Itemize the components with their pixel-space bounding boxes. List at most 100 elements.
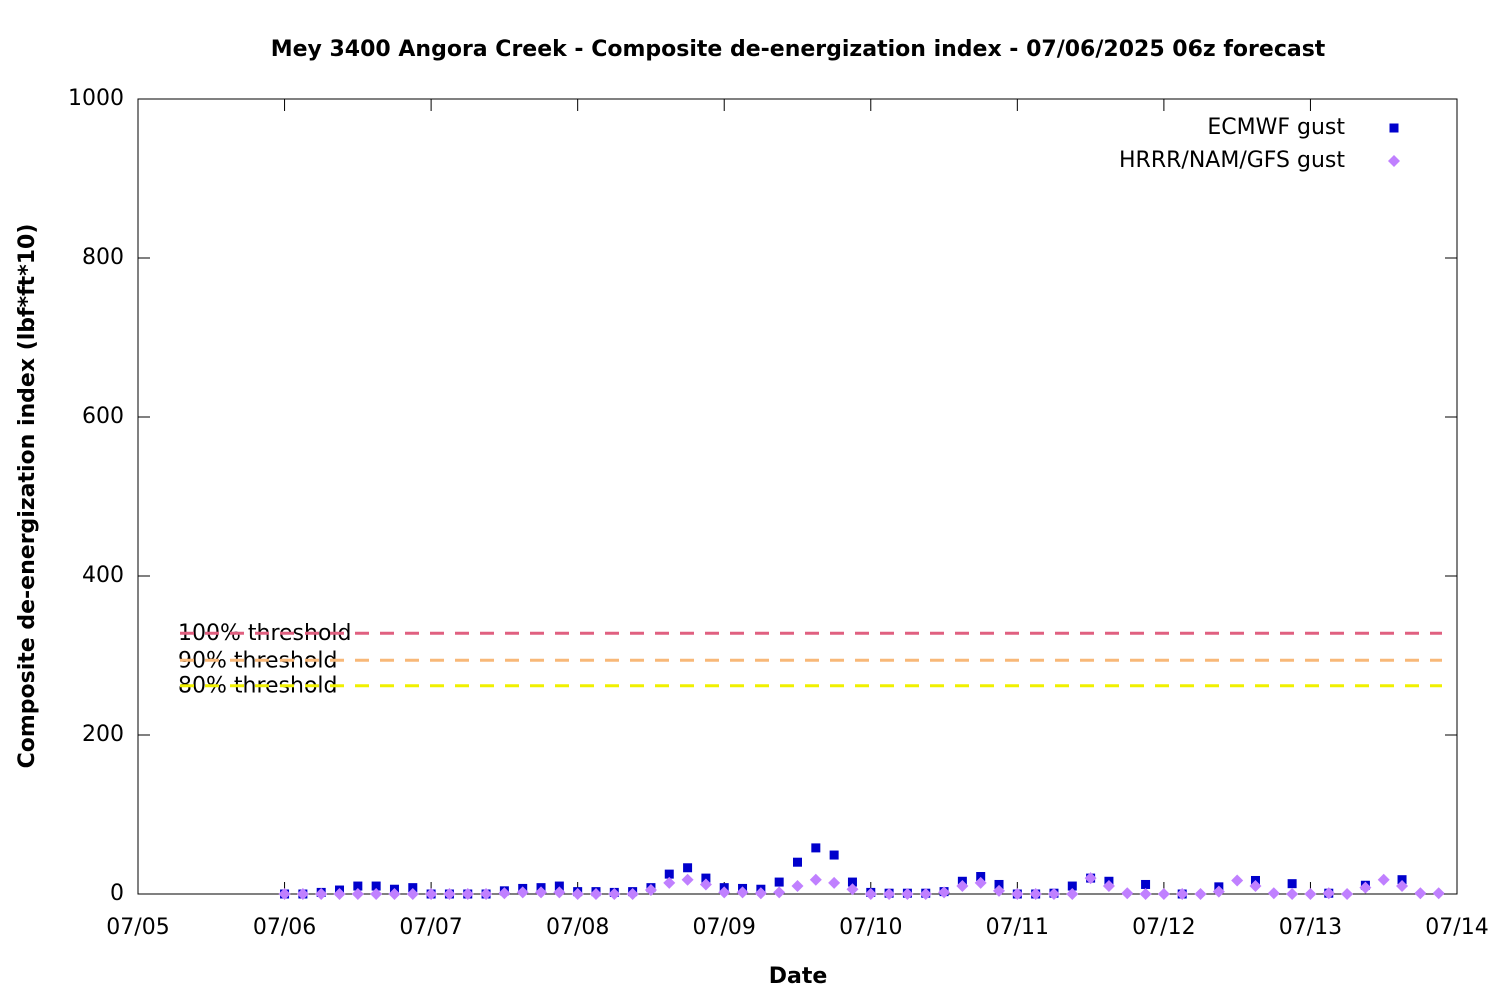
point	[701, 873, 711, 883]
legend-label: HRRR/NAM/GFS gust	[1119, 148, 1345, 173]
x-tick-label: 07/05	[106, 915, 169, 940]
point	[554, 881, 564, 891]
point	[388, 888, 401, 900]
point	[516, 886, 529, 899]
point	[1286, 888, 1299, 900]
point	[774, 877, 784, 887]
y-tick-label: 800	[82, 245, 124, 270]
point	[828, 876, 841, 889]
legend-marker	[1389, 123, 1399, 133]
point	[993, 884, 1006, 897]
point	[1139, 888, 1152, 900]
point	[498, 887, 511, 900]
point	[664, 869, 674, 879]
point	[370, 888, 383, 900]
point	[296, 888, 309, 900]
point	[976, 872, 986, 882]
point	[864, 888, 877, 900]
point	[1011, 888, 1024, 900]
chart-title: Mey 3400 Angora Creek - Composite de-ene…	[271, 37, 1326, 62]
point	[1194, 888, 1207, 900]
y-axis-title: Composite de-energization index (lbf*ft*…	[15, 224, 40, 769]
point	[1067, 881, 1077, 891]
point	[425, 888, 438, 900]
point	[571, 888, 584, 900]
y-tick-label: 600	[82, 404, 124, 429]
point	[1322, 887, 1335, 900]
point	[1157, 888, 1170, 900]
point	[683, 863, 693, 873]
point	[1397, 875, 1407, 885]
point	[1141, 879, 1151, 889]
point	[847, 877, 857, 887]
point	[443, 888, 456, 900]
point	[829, 850, 839, 860]
point	[1102, 880, 1115, 893]
point	[644, 884, 657, 897]
point	[1249, 880, 1262, 893]
point	[589, 888, 602, 900]
point	[1212, 885, 1225, 898]
point	[480, 888, 493, 900]
point	[994, 879, 1004, 889]
point	[1121, 887, 1134, 900]
point	[1231, 874, 1244, 887]
point	[809, 873, 822, 886]
point	[1377, 873, 1390, 886]
x-tick-label: 07/06	[253, 915, 316, 940]
point	[699, 878, 712, 891]
point	[371, 881, 381, 891]
point	[1084, 872, 1097, 885]
point	[626, 888, 639, 900]
point	[846, 883, 859, 896]
x-tick-label: 07/09	[693, 915, 756, 940]
x-tick-label: 07/11	[986, 915, 1049, 940]
point	[408, 883, 418, 893]
x-tick-label: 07/13	[1279, 915, 1342, 940]
point	[353, 881, 363, 891]
point	[1359, 881, 1372, 894]
point	[1267, 887, 1280, 900]
point	[553, 886, 566, 899]
point	[278, 888, 291, 900]
point	[1396, 880, 1409, 893]
x-tick-label: 07/14	[1425, 915, 1488, 940]
point	[791, 880, 804, 893]
point	[1414, 887, 1427, 900]
x-axis-title: Date	[769, 964, 828, 989]
point	[1304, 888, 1317, 900]
legend-label: ECMWF gust	[1207, 115, 1345, 140]
point	[938, 886, 951, 899]
x-tick-label: 07/10	[839, 915, 902, 940]
point	[1287, 879, 1297, 889]
point	[461, 888, 474, 900]
point	[793, 857, 802, 867]
point	[406, 888, 419, 900]
point	[718, 886, 731, 899]
plot-frame	[137, 98, 1458, 895]
point	[1066, 888, 1079, 900]
point	[811, 843, 821, 853]
point	[333, 888, 346, 900]
point	[883, 888, 896, 900]
point	[351, 888, 364, 900]
point	[1176, 888, 1189, 900]
point	[1341, 888, 1354, 900]
x-tick-label: 07/08	[546, 915, 609, 940]
point	[754, 887, 767, 900]
y-tick-label: 400	[82, 563, 124, 588]
point	[974, 876, 987, 889]
point	[681, 873, 694, 886]
point	[736, 886, 749, 899]
point	[535, 886, 548, 899]
point	[919, 888, 932, 900]
y-tick-label: 0	[110, 881, 124, 906]
point	[1029, 888, 1042, 900]
x-tick-label: 07/07	[399, 915, 462, 940]
point	[315, 888, 328, 900]
point	[773, 886, 786, 899]
legend-marker	[1388, 155, 1400, 167]
